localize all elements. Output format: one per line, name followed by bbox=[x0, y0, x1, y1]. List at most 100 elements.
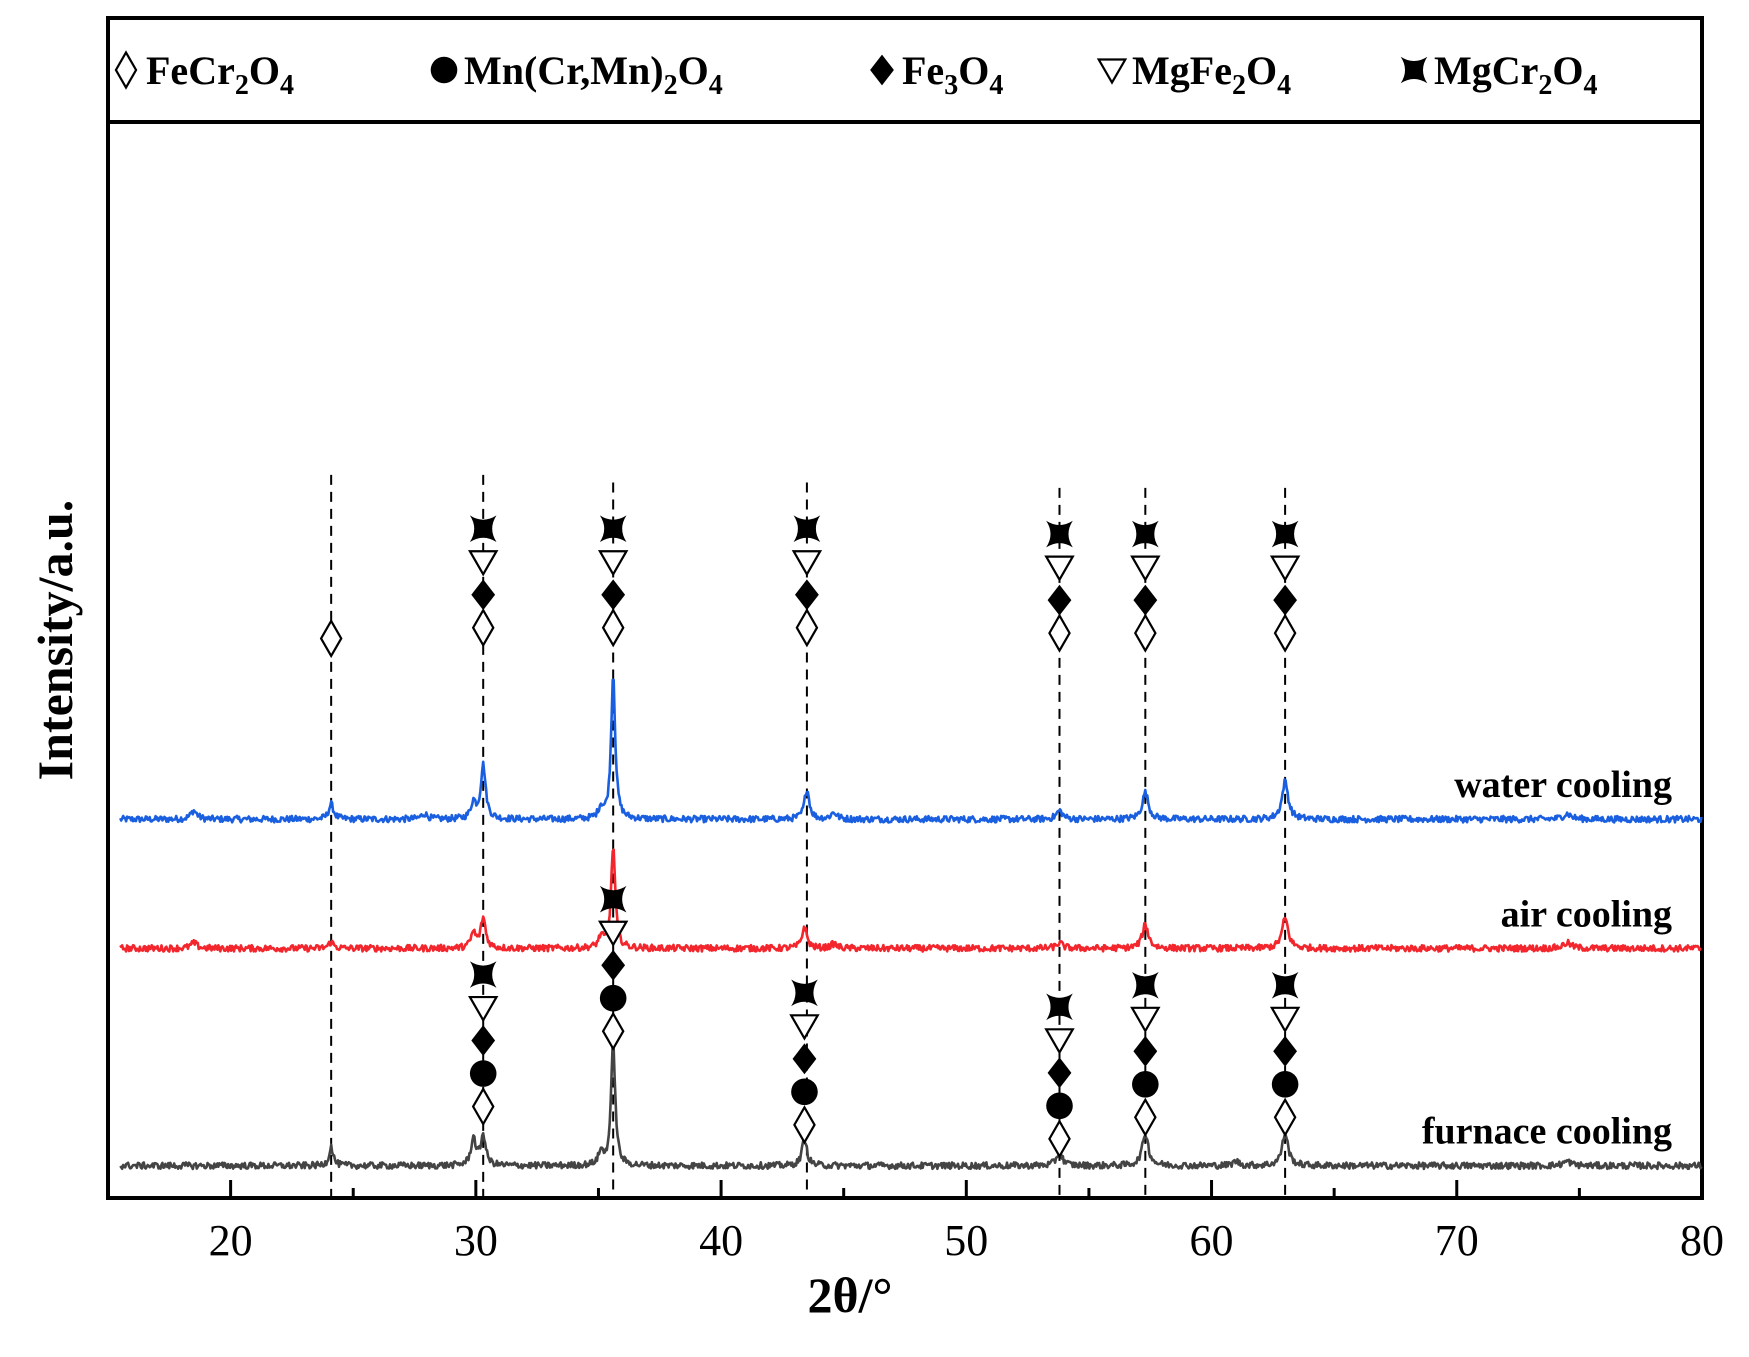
filled-circle-icon bbox=[1132, 1071, 1159, 1098]
bowtie-icon bbox=[1046, 520, 1073, 548]
x-tick-label: 20 bbox=[209, 1216, 253, 1265]
bowtie-icon bbox=[1271, 972, 1299, 999]
filled-diamond-icon bbox=[1133, 1035, 1158, 1067]
peak-marker-stack-4 bbox=[1044, 520, 1075, 653]
legend-item-4: MgCr2O4 bbox=[1400, 48, 1598, 101]
filled-diamond-icon bbox=[471, 579, 496, 611]
bowtie-icon bbox=[1046, 993, 1073, 1021]
peak-marker-stack-11 bbox=[1130, 972, 1161, 1138]
bowtie-icon bbox=[1132, 520, 1159, 548]
open-diamond-icon bbox=[319, 618, 343, 659]
bowtie-icon bbox=[1271, 520, 1299, 548]
series-2-line bbox=[119, 1041, 1703, 1171]
curve-labels: water cooling air cooling furnace cooling bbox=[1422, 764, 1672, 1152]
open-diamond-icon bbox=[471, 1086, 495, 1127]
x-tick-label: 80 bbox=[1680, 1216, 1724, 1265]
bowtie-icon bbox=[599, 885, 627, 913]
peak-marker-stack-7 bbox=[468, 961, 499, 1127]
filled-diamond-icon bbox=[870, 54, 894, 86]
open-diamond-icon bbox=[114, 50, 138, 90]
x-tick-label: 60 bbox=[1190, 1216, 1234, 1265]
peak-marker-stack-1 bbox=[468, 515, 499, 648]
x-tick-label: 40 bbox=[699, 1216, 743, 1265]
curve-label-1: air cooling bbox=[1501, 893, 1672, 935]
x-axis: 20 30 40 50 60 70 80 bbox=[106, 1180, 1724, 1265]
filled-diamond-icon bbox=[1273, 584, 1298, 616]
open-triangle-down-icon bbox=[789, 1014, 820, 1041]
x-tick-label: 30 bbox=[454, 1216, 498, 1265]
open-triangle-down-icon bbox=[1044, 555, 1075, 582]
open-diamond-icon bbox=[795, 608, 819, 648]
curve-label-2: furnace cooling bbox=[1422, 1111, 1672, 1153]
filled-diamond-icon bbox=[1047, 1057, 1072, 1089]
legend-label: Fe3O4 bbox=[902, 48, 1003, 101]
filled-diamond-icon bbox=[601, 949, 626, 981]
peak-marker-stack-0 bbox=[319, 618, 343, 659]
legend-item-1: Mn(Cr,Mn)2O4 bbox=[430, 48, 723, 101]
bowtie-icon bbox=[599, 515, 627, 543]
bowtie-icon bbox=[793, 515, 821, 543]
legend-label: MgFe2O4 bbox=[1132, 48, 1291, 101]
plot-frame bbox=[106, 16, 1704, 1200]
legend-label: Mn(Cr,Mn)2O4 bbox=[464, 48, 723, 101]
open-triangle-down-icon bbox=[468, 550, 499, 577]
legend-item-0: FeCr2O4 bbox=[114, 48, 294, 101]
open-triangle-down-icon bbox=[1096, 58, 1128, 85]
open-diamond-icon bbox=[1273, 613, 1297, 653]
legend-label: MgCr2O4 bbox=[1434, 48, 1598, 101]
y-axis-title: Intensity/a.u. bbox=[27, 500, 83, 781]
filled-diamond-icon bbox=[471, 1025, 496, 1056]
open-diamond-icon bbox=[601, 608, 625, 648]
open-diamond-icon bbox=[471, 608, 495, 648]
open-triangle-down-icon bbox=[1269, 555, 1301, 582]
filled-circle-icon bbox=[430, 56, 458, 84]
series-0-line bbox=[119, 678, 1703, 824]
bowtie-icon bbox=[1400, 56, 1428, 84]
series-1-line bbox=[119, 848, 1702, 953]
bowtie-icon bbox=[791, 979, 818, 1007]
peak-marker-stack-2 bbox=[597, 515, 629, 648]
filled-circle-icon bbox=[791, 1078, 818, 1106]
filled-diamond-icon bbox=[1273, 1035, 1298, 1067]
filled-circle-icon bbox=[1046, 1092, 1073, 1120]
bowtie-icon bbox=[469, 515, 497, 543]
peak-marker-stack-9 bbox=[789, 979, 820, 1145]
legend-label: FeCr2O4 bbox=[146, 48, 294, 101]
peak-marker-stack-12 bbox=[1269, 972, 1301, 1138]
peak-marker-stack-6 bbox=[1269, 520, 1301, 653]
open-diamond-icon bbox=[1048, 1119, 1071, 1159]
peak-marker-stack-5 bbox=[1130, 520, 1161, 653]
legend-item-3: MgFe2O4 bbox=[1096, 48, 1291, 101]
open-triangle-down-icon bbox=[597, 920, 629, 948]
filled-diamond-icon bbox=[792, 1043, 817, 1075]
open-triangle-down-icon bbox=[1269, 1006, 1301, 1034]
filled-circle-icon bbox=[469, 1060, 497, 1087]
open-diamond-icon bbox=[601, 1011, 625, 1051]
peak-marker-stack-3 bbox=[791, 515, 823, 648]
x-axis-title: 2θ/° bbox=[808, 1267, 893, 1323]
open-triangle-down-icon bbox=[1130, 1006, 1161, 1034]
outer-frame bbox=[106, 16, 1704, 1200]
x-tick-label: 70 bbox=[1435, 1216, 1479, 1265]
series-lines bbox=[119, 678, 1703, 1171]
filled-diamond-icon bbox=[1133, 584, 1158, 616]
bowtie-icon bbox=[1132, 972, 1159, 999]
open-diamond-icon bbox=[1048, 613, 1071, 653]
filled-circle-icon bbox=[599, 984, 627, 1012]
open-triangle-down-icon bbox=[1130, 555, 1161, 582]
open-diamond-icon bbox=[1133, 613, 1157, 653]
open-diamond-icon bbox=[793, 1105, 816, 1145]
peak-markers bbox=[319, 515, 1301, 1159]
open-diamond-icon bbox=[1133, 1097, 1157, 1138]
x-tick-label: 50 bbox=[944, 1216, 988, 1265]
open-triangle-down-icon bbox=[597, 550, 629, 577]
filled-diamond-icon bbox=[1047, 584, 1072, 616]
filled-circle-icon bbox=[1271, 1071, 1299, 1098]
curve-label-0: water cooling bbox=[1454, 764, 1672, 806]
open-triangle-down-icon bbox=[468, 995, 499, 1023]
open-triangle-down-icon bbox=[1044, 1028, 1075, 1055]
open-diamond-icon bbox=[1273, 1097, 1297, 1138]
peak-marker-stack-8 bbox=[597, 885, 629, 1051]
peak-marker-stack-10 bbox=[1044, 993, 1075, 1159]
